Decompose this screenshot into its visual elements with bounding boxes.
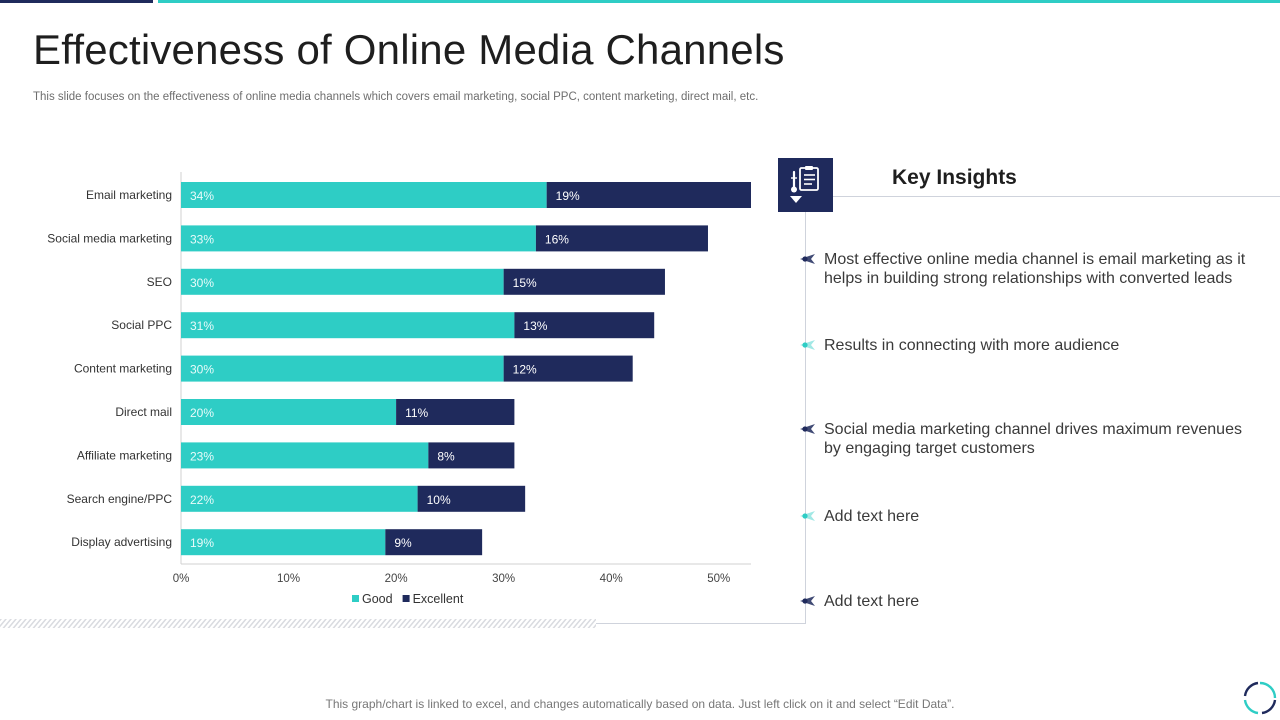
legend-label-excellent: Excellent: [413, 592, 464, 606]
category-label: Search engine/PPC: [67, 492, 173, 506]
footnote: This graph/chart is linked to excel, and…: [325, 697, 955, 711]
bar-excellent-8: [417, 485, 526, 512]
x-tick-label: 50%: [707, 573, 730, 585]
category-label: SEO: [147, 275, 172, 289]
clipboard-thermometer-icon: [791, 166, 819, 193]
bar-good-9: [181, 529, 386, 556]
arrow-bullet-icon: [800, 424, 815, 434]
x-tick-label: 20%: [385, 573, 408, 585]
arrow-bullet-icon: [800, 254, 815, 264]
bar-excellent-3: [503, 268, 665, 295]
data-label: 20%: [190, 406, 214, 420]
data-label: 33%: [190, 232, 214, 246]
refresh-ring-icon: [1243, 681, 1277, 715]
arrow-bullet-icon: [800, 511, 815, 521]
data-label: 9%: [394, 536, 412, 550]
category-label: Email marketing: [86, 188, 172, 202]
insight-text-4: Add text here: [824, 508, 920, 525]
x-tick-label: 30%: [492, 573, 515, 585]
category-label: Social PPC: [111, 318, 172, 332]
top-accent-bar-teal: [158, 0, 1280, 3]
data-label: 23%: [190, 449, 214, 463]
bar-good-6: [181, 399, 397, 425]
data-label: 30%: [190, 276, 214, 290]
bar-good-1: [181, 182, 547, 208]
data-label: 8%: [437, 449, 455, 463]
x-tick-label: 0%: [173, 573, 190, 585]
bar-good-8: [181, 485, 418, 512]
bar-good-7: [181, 442, 429, 469]
bar-excellent-6: [396, 399, 515, 425]
insight-text-2: Results in connecting with more audience: [824, 337, 1120, 354]
data-label: 30%: [190, 363, 214, 377]
data-label: 10%: [427, 493, 451, 507]
legend-label-good: Good: [362, 592, 393, 606]
data-label: 15%: [513, 276, 537, 290]
hatch-divider: [0, 619, 596, 628]
category-label: Direct mail: [115, 405, 172, 419]
bar-excellent-4: [514, 312, 655, 339]
insights-title: Key Insights: [892, 166, 1017, 189]
page-subtitle: This slide focuses on the effectiveness …: [33, 91, 759, 103]
arrow-bullet-icon: [800, 340, 815, 350]
data-label: 16%: [545, 232, 569, 246]
bar-good-2: [181, 225, 536, 252]
x-tick-label: 40%: [600, 573, 623, 585]
insight-text-1: Most effective online media channel is e…: [824, 251, 1246, 287]
insights-title-rule: [833, 196, 1280, 197]
insights-vertical-divider: [805, 212, 806, 624]
arrow-bullet-icon: [800, 596, 815, 606]
top-accent-bar-dark: [0, 0, 153, 3]
stacked-bar-chart: Email marketing 34% 19% Social media market…: [47, 172, 751, 606]
insights-box-pointer: [790, 196, 802, 203]
category-label: Affiliate marketing: [77, 448, 172, 462]
bar-excellent-1: [546, 182, 751, 208]
bar-excellent-9: [385, 529, 483, 556]
insights-bottom-divider: [596, 623, 806, 624]
bar-good-3: [181, 268, 504, 295]
data-label: 19%: [556, 189, 580, 203]
legend-swatch-excellent: [402, 595, 410, 602]
data-label: 19%: [190, 536, 214, 550]
data-label: 22%: [190, 493, 214, 507]
data-label: 11%: [405, 406, 428, 420]
bar-good-5: [181, 355, 504, 382]
bar-good-4: [181, 312, 515, 339]
category-label: Social media marketing: [47, 231, 172, 245]
legend-swatch-good: [352, 595, 359, 602]
insight-text-3: Social media marketing channel drives ma…: [824, 421, 1242, 457]
data-label: 12%: [513, 363, 537, 377]
x-tick-label: 10%: [277, 573, 300, 585]
insight-text-5: Add text here: [824, 593, 920, 610]
category-label: Content marketing: [74, 362, 172, 376]
data-label: 13%: [523, 319, 547, 333]
data-label: 31%: [190, 319, 214, 333]
bar-excellent-5: [503, 355, 633, 382]
data-label: 34%: [190, 189, 214, 203]
category-label: Display advertising: [71, 535, 172, 549]
bar-excellent-7: [428, 442, 515, 469]
bar-excellent-2: [535, 225, 708, 252]
page-title: Effectiveness of Online Media Channels: [33, 26, 785, 73]
